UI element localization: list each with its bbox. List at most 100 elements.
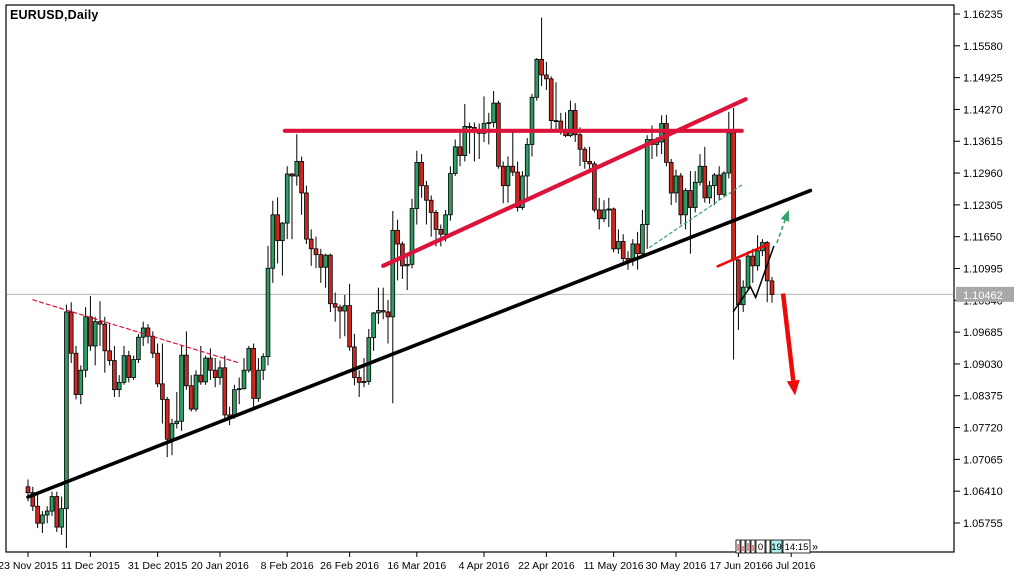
bull-candle-body	[755, 250, 760, 267]
bear-candle-body	[587, 161, 592, 165]
bear-candle-body	[97, 321, 103, 325]
date-tick-label: 31 Dec 2015	[128, 560, 188, 572]
countdown-text: 19	[771, 542, 782, 553]
bear-candle-body	[515, 171, 520, 208]
date-tick-label: 16 Mar 2016	[387, 560, 446, 572]
bear-candle-body	[419, 161, 424, 187]
bear-candle-body	[332, 303, 338, 308]
countdown-box[interactable]	[770, 539, 783, 554]
bull-candle-body	[270, 214, 276, 269]
bear-candle-body	[30, 492, 36, 507]
date-tick-label: 4 Apr 2016	[459, 560, 510, 572]
time-axis[interactable]: 23 Nov 2015 11 Dec 2015 31 Dec 2015 20 Jan …	[0, 552, 816, 572]
arrow-head	[786, 379, 800, 396]
countdown-timer-box[interactable]	[782, 539, 811, 554]
bull-candle-body	[644, 139, 650, 225]
bear-candle-body	[611, 208, 616, 250]
minor-dashed-support-trendline[interactable]	[648, 184, 743, 248]
date-tick-label: 17 Jun 2016	[709, 560, 767, 572]
candle-countdown-widget[interactable]: 0 19 14:15»	[735, 539, 818, 554]
bear-candle-body	[184, 354, 189, 387]
bull-candle-body	[524, 144, 530, 177]
bull-candle-body	[136, 336, 141, 360]
bear-candle-body	[716, 174, 722, 195]
bear-candle-body	[596, 209, 602, 220]
bull-candle-body	[692, 181, 698, 208]
price-tick-label: 1.05755	[963, 518, 1003, 530]
date-tick-label: 11 May 2016	[584, 560, 644, 572]
bull-candle-body	[78, 369, 84, 395]
bear-candle-body	[73, 352, 79, 395]
bear-candle-body	[102, 323, 108, 352]
price-tick-label: 1.07065	[963, 454, 1003, 466]
bear-candle-body	[188, 385, 194, 410]
bull-candle-body	[246, 347, 252, 371]
countdown-text: 14:15	[785, 542, 809, 553]
bull-candle-body	[256, 369, 261, 399]
bear-candle-body	[500, 165, 506, 187]
bull-candle-body	[294, 161, 300, 177]
countdown-box[interactable]	[765, 539, 771, 554]
bear-candle-body	[457, 146, 463, 156]
bear-candle-body	[107, 350, 112, 361]
bearish-projection-arrow[interactable]	[780, 293, 796, 381]
price-tick-label: 1.07720	[963, 423, 1003, 435]
major-support-trendline[interactable]	[26, 188, 813, 499]
chevron-right-icon[interactable]: »	[812, 542, 818, 554]
bear-candle-body	[635, 243, 640, 255]
bull-candle-body	[169, 423, 175, 440]
bull-candle-body	[366, 337, 372, 382]
countdown-text: 0	[758, 542, 763, 553]
bear-candle-body	[750, 255, 756, 267]
bear-candle-body	[572, 110, 578, 136]
bull-candle-body	[59, 508, 64, 528]
bear-candle-body	[160, 383, 165, 400]
countdown-box[interactable]	[755, 539, 766, 554]
bear-candle-body	[251, 347, 256, 399]
bear-candle-body	[328, 254, 333, 305]
date-tick-label: 11 Dec 2015	[61, 560, 120, 572]
bear-candle-body	[424, 185, 429, 201]
bull-candle-body	[452, 146, 458, 174]
bear-candle-body	[337, 306, 343, 312]
bear-candle-body	[308, 238, 314, 250]
post-brexit-rising-zigzag[interactable]	[732, 245, 775, 313]
bear-candle-body	[664, 123, 669, 163]
bull-candle-body	[568, 110, 573, 137]
rising-wedge-trendline[interactable]	[381, 97, 748, 268]
bull-candle-body	[640, 224, 645, 255]
bull-candle-body	[361, 381, 367, 383]
price-tick-label: 1.13615	[963, 136, 1003, 148]
bear-candle-body	[164, 398, 170, 440]
bear-candle-body	[620, 241, 626, 259]
bull-candle-body	[83, 316, 88, 371]
date-tick-label: 20 Jan 2016	[191, 560, 249, 572]
price-axis[interactable]: 1.16235 1.15580 1.14925 1.14270 1.13615 1.129…	[954, 9, 1003, 530]
bear-candle-body	[347, 305, 352, 348]
price-tick-label: 1.14270	[963, 104, 1003, 116]
post-brexit-resistance-line[interactable]	[716, 242, 770, 268]
bull-candle-body	[462, 126, 468, 156]
bull-candle-body	[448, 173, 453, 216]
bull-candle-body	[404, 263, 410, 267]
bear-candle-body	[289, 173, 295, 177]
bull-candle-body	[49, 496, 55, 512]
bull-candle-body	[726, 132, 732, 174]
bull-candle-body	[486, 122, 492, 124]
bull-candle-body	[284, 173, 290, 224]
bear-candle-body	[25, 486, 31, 494]
price-tick-label: 1.10995	[963, 263, 1003, 275]
arrow-head	[780, 209, 790, 222]
bear-candle-body	[304, 192, 309, 240]
bear-candle-body	[356, 377, 362, 383]
date-tick-label: 6 Jul 2016	[767, 560, 816, 572]
date-tick-label: 30 May 2016	[646, 560, 707, 572]
descending-dashed-trendline[interactable]	[32, 299, 240, 364]
bull-candle-body	[697, 165, 703, 183]
bull-candle-body	[707, 185, 712, 199]
bear-candle-body	[548, 78, 554, 122]
price-tick-label: 1.09030	[963, 359, 1003, 371]
bull-candle-body	[673, 175, 679, 194]
